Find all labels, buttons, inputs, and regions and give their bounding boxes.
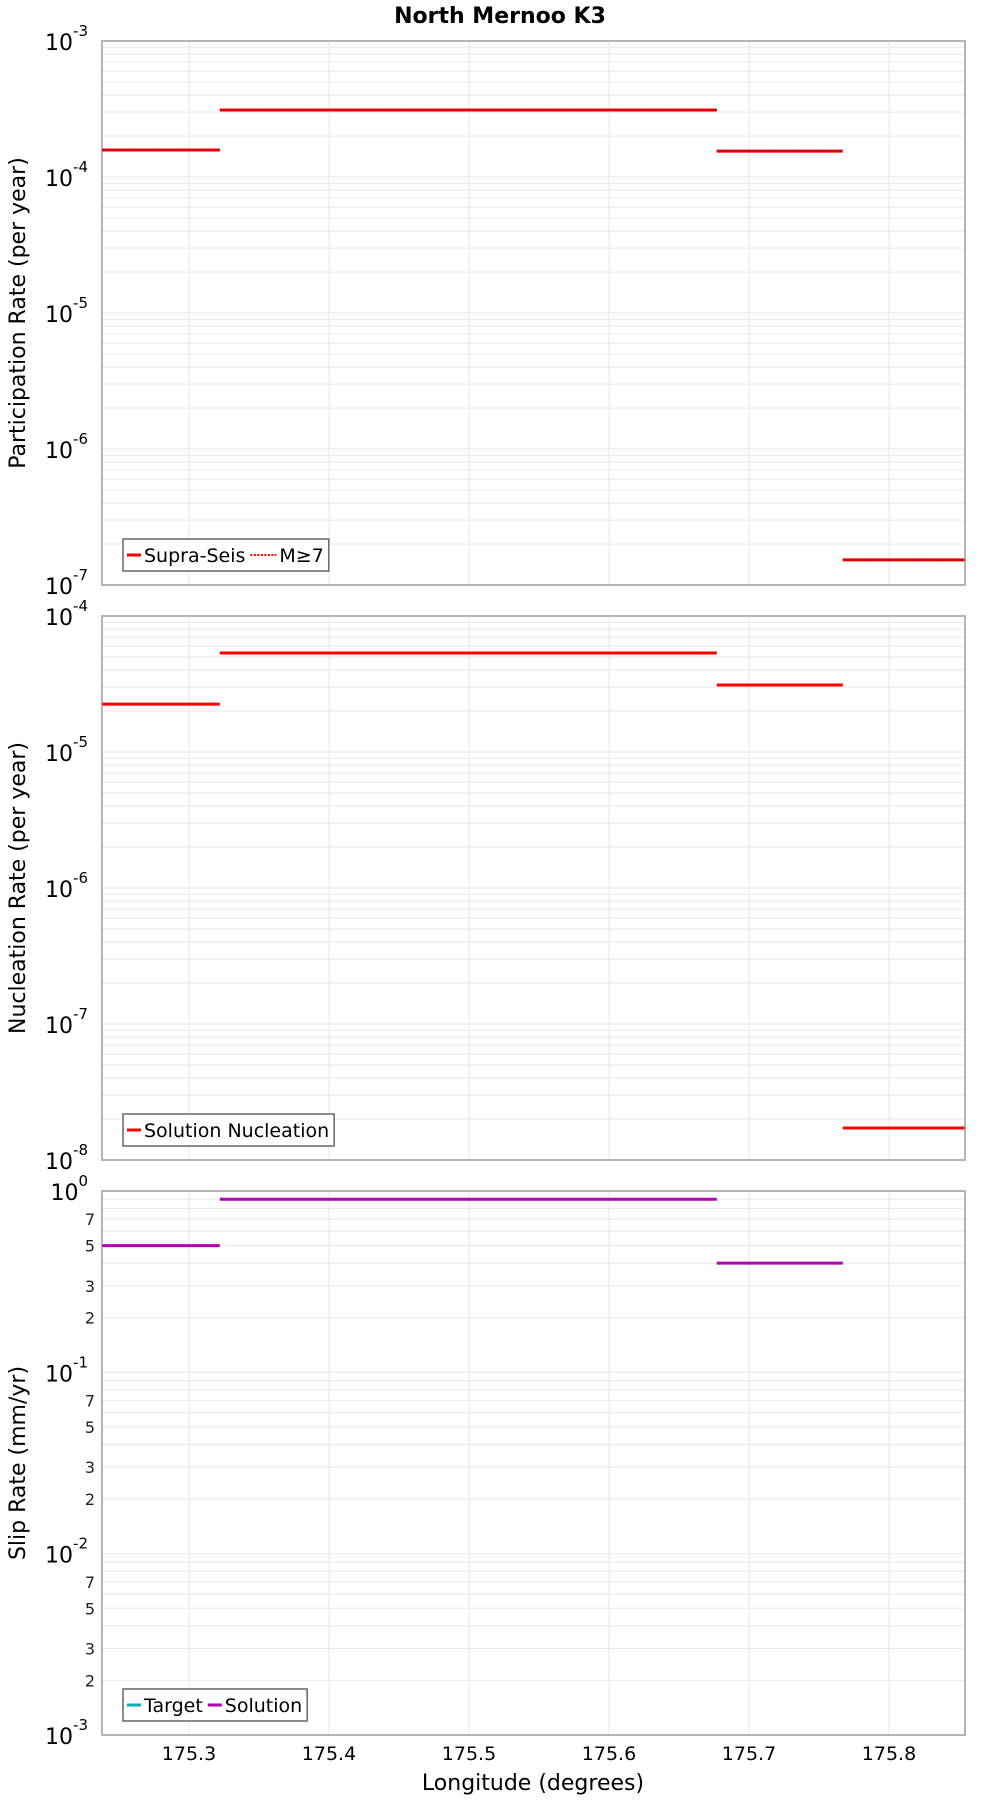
legend: Solution Nucleation (122, 1113, 335, 1147)
x-axis-ticks: 175.3 175.4 175.5 175.6 175.7 175.8 (162, 1743, 916, 1765)
y-tick-label: 10-7 (45, 566, 88, 600)
plot-frame (101, 615, 966, 1161)
y-tick-label: 10-3 (45, 22, 88, 56)
legend-label: Target (143, 1695, 203, 1717)
x-tick-label: 175.3 (162, 1743, 216, 1765)
chart-title: North Mernoo K3 (394, 4, 606, 29)
y-tick-label: 10-4 (45, 597, 88, 631)
y-axis-label: Nucleation Rate (per year) (6, 742, 31, 1034)
y-minor-tick-label: 7 (85, 1210, 95, 1229)
participation-rate-panel: 10-3 10-4 10-5 10-6 10-7 Participation Rate (… (6, 22, 966, 600)
y-minor-tick-label: 3 (85, 1639, 95, 1658)
y-minor-tick-label: 5 (85, 1237, 95, 1256)
y-axis-label: Participation Rate (per year) (6, 157, 31, 469)
y-minor-tick-label: 3 (85, 1277, 95, 1296)
y-tick-label: 10-1 (45, 1353, 88, 1387)
slip-rate-panel: 100 10-1 10-2 10-3 7 5 3 2 7 5 3 2 7 5 3 2 Slip Rate (mm… (6, 1172, 966, 1750)
y-minor-tick-label: 5 (85, 1418, 95, 1437)
x-tick-label: 175.7 (722, 1743, 776, 1765)
x-axis-label: Longitude (degrees) (422, 1771, 644, 1796)
y-minor-tick-label: 2 (85, 1309, 95, 1328)
y-tick-label: 10-8 (45, 1141, 88, 1175)
y-tick-label: 10-4 (45, 158, 88, 192)
legend-label: Solution (225, 1695, 302, 1717)
x-tick-label: 175.4 (302, 1743, 356, 1765)
y-minor-tick-label: 3 (85, 1458, 95, 1477)
legend-label: Solution Nucleation (144, 1120, 329, 1142)
y-tick-label: 10-5 (45, 294, 88, 328)
legend-label: Supra-Seis (144, 545, 245, 567)
y-axis-label: Slip Rate (mm/yr) (6, 1366, 31, 1560)
plot-frame (101, 1190, 966, 1736)
legend: Supra-Seis M≥7 (122, 538, 330, 572)
y-minor-tick-label: 2 (85, 1490, 95, 1509)
y-minor-tick-label: 2 (85, 1671, 95, 1690)
legend: Target Solution (122, 1688, 308, 1722)
legend-label: M≥7 (279, 545, 323, 567)
y-tick-label: 100 (50, 1172, 88, 1206)
y-tick-label: 10-7 (45, 1005, 88, 1039)
y-tick-label: 10-6 (45, 869, 88, 903)
plot-frame (101, 40, 966, 586)
x-tick-label: 175.8 (862, 1743, 916, 1765)
y-tick-label: 10-2 (45, 1535, 88, 1569)
y-tick-label: 10-5 (45, 733, 88, 767)
y-tick-label: 10-3 (45, 1716, 88, 1750)
x-tick-label: 175.6 (582, 1743, 636, 1765)
y-minor-tick-label: 5 (85, 1599, 95, 1618)
x-tick-label: 175.5 (442, 1743, 496, 1765)
y-tick-label: 10-6 (45, 430, 88, 464)
nucleation-rate-panel: 10-4 10-5 10-6 10-7 10-8 Nucleation Rate (per… (6, 597, 966, 1175)
y-minor-tick-label: 7 (85, 1391, 95, 1410)
y-minor-tick-label: 7 (85, 1573, 95, 1592)
